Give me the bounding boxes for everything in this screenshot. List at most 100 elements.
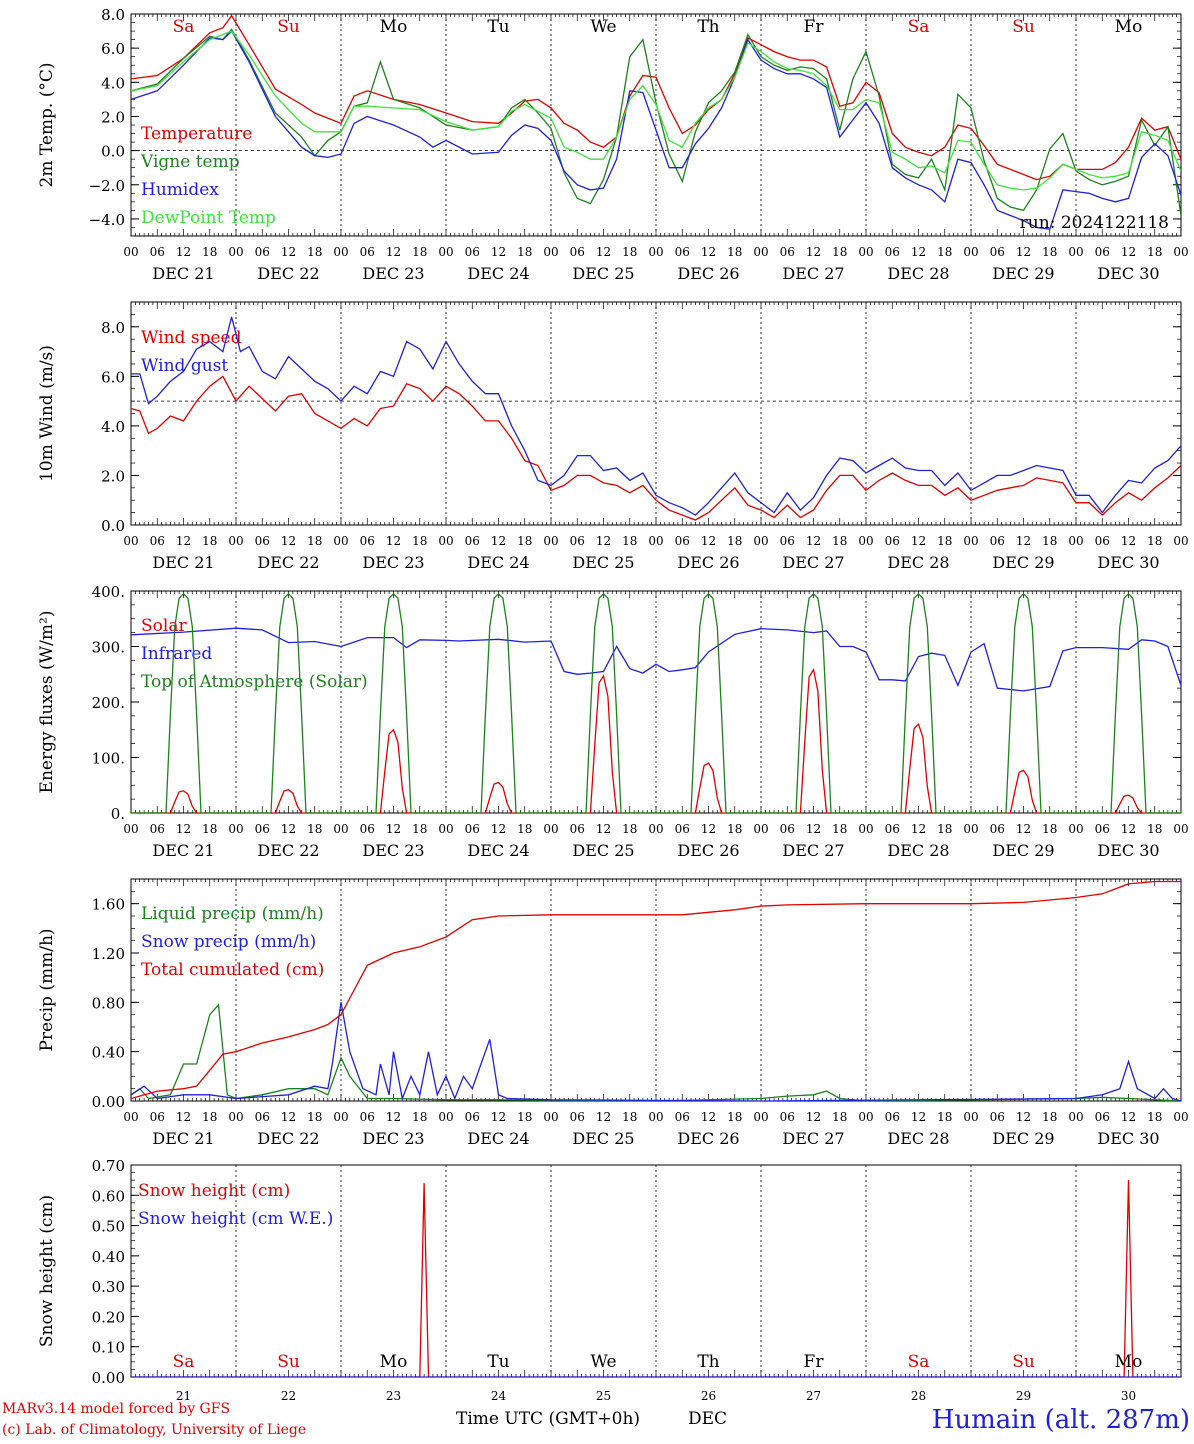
hour-label: 00 (1068, 534, 1083, 548)
hour-label: 18 (937, 245, 952, 259)
day-name-label: Su (1012, 17, 1035, 37)
hour-label: 12 (806, 1110, 821, 1124)
date-label: DEC 30 (1097, 1129, 1159, 1148)
hour-label: 06 (570, 1110, 585, 1124)
hour-label: 00 (228, 534, 243, 548)
hour-label: 00 (333, 534, 348, 548)
date-label: DEC 21 (152, 1129, 214, 1148)
hour-label: 06 (465, 245, 480, 259)
hour-label: 18 (412, 245, 427, 259)
date-label: DEC 30 (1097, 841, 1159, 860)
y-axis-label: 10m Wind (m/s) (37, 345, 57, 482)
hour-label: 00 (963, 1110, 978, 1124)
date-label: DEC 23 (362, 264, 424, 283)
hour-label: 06 (255, 245, 270, 259)
hour-label: 12 (176, 534, 191, 548)
hour-label: 00 (858, 822, 873, 836)
hour-label: 12 (1016, 1110, 1031, 1124)
series-line-total-cumulated-cm- (131, 880, 1181, 1100)
hour-label: 18 (937, 822, 952, 836)
hour-label: 06 (570, 245, 585, 259)
day-number-label: 21 (176, 1389, 191, 1403)
hour-label: 18 (202, 245, 217, 259)
date-label: DEC 24 (467, 553, 529, 572)
day-number-label: 26 (701, 1389, 716, 1403)
hour-label: 12 (1121, 534, 1136, 548)
hour-label: 18 (727, 534, 742, 548)
hour-label: 18 (517, 822, 532, 836)
hour-label: 00 (1068, 245, 1083, 259)
hour-label: 06 (885, 245, 900, 259)
y-tick-label: 0.20 (92, 1308, 125, 1326)
y-tick-label: 0.70 (92, 1157, 125, 1175)
hour-label: 18 (622, 1110, 637, 1124)
y-tick-label: 0.50 (92, 1218, 125, 1236)
hour-label: 12 (806, 822, 821, 836)
hour-label: 12 (281, 822, 296, 836)
date-label: DEC 29 (992, 1129, 1054, 1148)
date-label: DEC 25 (572, 1129, 634, 1148)
hour-label: 00 (1068, 1110, 1083, 1124)
date-label: DEC 27 (782, 264, 844, 283)
day-name-label: Su (1012, 1352, 1035, 1372)
hour-label: 00 (963, 245, 978, 259)
hour-label: 06 (360, 534, 375, 548)
day-name-label: Th (697, 1352, 719, 1372)
hour-label: 06 (360, 1110, 375, 1124)
day-number-label: 30 (1121, 1389, 1136, 1403)
hour-label: 06 (255, 534, 270, 548)
y-tick-label: 0.0 (101, 143, 125, 161)
legend-entry: Humidex (141, 180, 219, 200)
hour-label: 12 (386, 534, 401, 548)
legend-entry: Temperature (141, 124, 252, 144)
date-label: DEC 26 (677, 1129, 739, 1148)
hour-label: 18 (517, 1110, 532, 1124)
day-number-label: 24 (491, 1389, 507, 1403)
date-label: DEC 28 (887, 841, 949, 860)
date-label: DEC 27 (782, 1129, 844, 1148)
panel-snow: 0.00 0.10 0.20 0.30 0.40 0.50 0.60 0.70 Snow hei… (37, 1157, 1182, 1403)
date-label: DEC 21 (152, 553, 214, 572)
day-name-label: Su (277, 17, 300, 37)
hour-label: 00 (333, 245, 348, 259)
hour-label: 00 (123, 245, 138, 259)
date-label: DEC 29 (992, 553, 1054, 572)
hour-label: 00 (1173, 1110, 1188, 1124)
y-tick-label: 400. (92, 583, 125, 601)
date-label: DEC 30 (1097, 553, 1159, 572)
day-name-label: Sa (908, 17, 930, 37)
series-line-top-of-atmosphere-solar- (131, 592, 1181, 813)
hour-label: 00 (543, 534, 558, 548)
hour-label: 06 (885, 1110, 900, 1124)
y-tick-label: 4.0 (101, 74, 125, 92)
hour-label: 00 (648, 1110, 663, 1124)
hour-label: 18 (1147, 822, 1162, 836)
hour-label: 00 (333, 822, 348, 836)
hour-label: 06 (1095, 1110, 1110, 1124)
hour-label: 18 (517, 534, 532, 548)
y-tick-label: 4.0 (101, 418, 125, 436)
day-name-label: Mo (1115, 17, 1143, 37)
hour-label: 00 (543, 245, 558, 259)
hour-label: 12 (1121, 822, 1136, 836)
hour-label: 12 (596, 534, 611, 548)
panel-temp: −4.0 −2.0 0.0 2.0 4.0 6.0 8.0 2m Temp. (°C) 00 06… (37, 6, 1189, 283)
hour-label: 00 (543, 1110, 558, 1124)
y-tick-label: 100. (92, 750, 125, 768)
date-label: DEC 28 (887, 553, 949, 572)
hour-label: 18 (1147, 1110, 1162, 1124)
hour-label: 12 (596, 245, 611, 259)
y-tick-label: 200. (92, 694, 125, 712)
hour-label: 06 (360, 245, 375, 259)
hour-label: 00 (753, 1110, 768, 1124)
date-label: DEC 29 (992, 264, 1054, 283)
y-axis-label: Energy fluxes (W/m²) (37, 611, 57, 794)
y-axis-label: 2m Temp. (°C) (37, 62, 57, 187)
day-number-label: 22 (281, 1389, 296, 1403)
hour-label: 12 (701, 1110, 716, 1124)
hour-label: 12 (701, 822, 716, 836)
day-name-label: Tu (487, 1352, 509, 1372)
hour-label: 06 (675, 822, 690, 836)
hour-label: 12 (491, 534, 506, 548)
